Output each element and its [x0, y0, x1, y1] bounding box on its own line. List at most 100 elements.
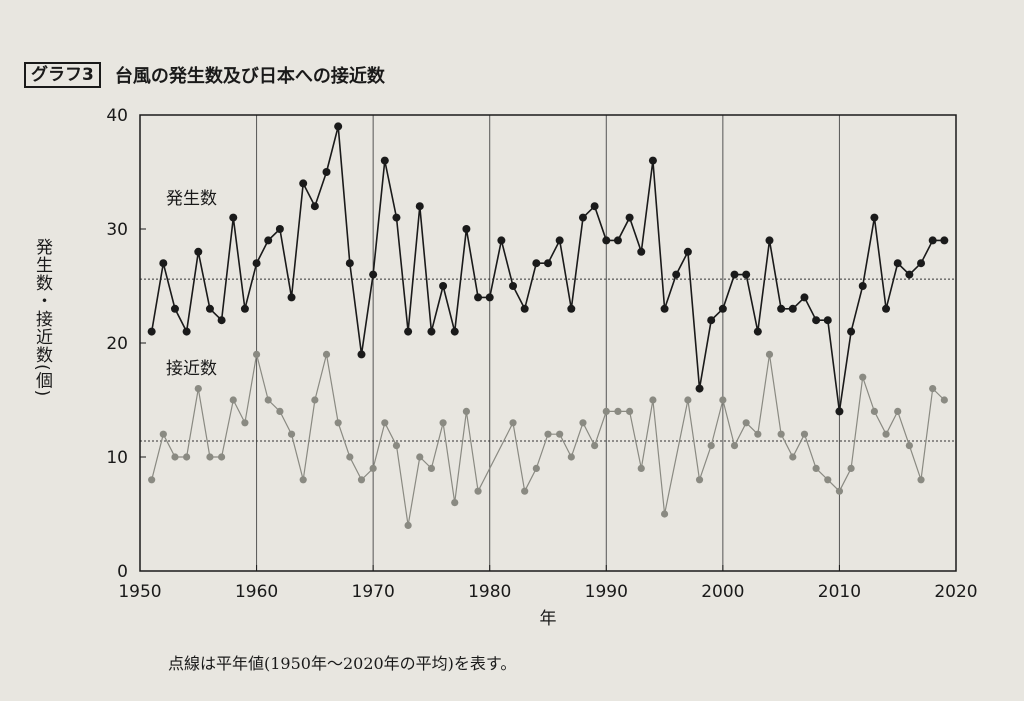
data-point-0-1997 [683, 247, 692, 256]
data-point-0-1952 [159, 259, 168, 268]
data-point-0-2017 [917, 259, 926, 268]
series-line-0 [150, 126, 945, 412]
data-point-1-1995 [660, 510, 669, 518]
x-tick-label-2010: 2010 [818, 582, 861, 602]
data-point-1-1956 [206, 453, 214, 461]
data-point-1-2018 [929, 385, 937, 393]
data-point-0-1994 [648, 156, 657, 165]
x-tick-label-1960: 1960 [235, 582, 278, 602]
data-point-1-1998 [695, 476, 704, 484]
data-point-0-1993 [637, 247, 646, 256]
data-point-1-1985 [544, 430, 552, 438]
data-point-0-1990 [602, 236, 611, 245]
series-line-1 [151, 354, 945, 526]
data-point-1-1953 [171, 453, 179, 461]
data-point-1-1973 [404, 521, 412, 530]
data-point-0-1984 [532, 259, 541, 268]
data-point-0-1976 [439, 282, 448, 290]
data-point-1-2009 [824, 476, 832, 484]
data-point-1-1951 [148, 476, 156, 484]
data-point-0-1967 [334, 122, 343, 131]
data-point-0-1975 [427, 327, 436, 336]
y-axis-label: 発生数・接近数(個) [32, 238, 52, 398]
data-point-1-1986 [556, 430, 564, 438]
data-point-1-1987 [567, 453, 575, 461]
data-point-0-2009 [823, 316, 832, 325]
data-point-1-1974 [416, 453, 424, 461]
data-point-1-1970 [369, 464, 377, 472]
series-label-approach: 接近数 [166, 359, 217, 379]
data-point-0-2007 [800, 293, 809, 302]
data-point-1-2004 [765, 350, 774, 358]
data-point-0-2008 [812, 316, 821, 325]
data-point-0-1956 [205, 304, 214, 313]
data-point-0-1983 [520, 304, 529, 313]
series-label-occurrence: 発生数 [166, 189, 217, 209]
footnote: 点線は平年値(1950年〜2020年の平均)を表す。 [168, 654, 517, 673]
data-point-1-1955 [194, 385, 202, 393]
data-point-0-1963 [287, 293, 296, 302]
data-point-1-1999 [707, 442, 715, 450]
data-point-1-2013 [870, 407, 879, 415]
series-group [147, 122, 949, 530]
grid-lines [256, 115, 840, 571]
data-point-1-1954 [183, 453, 191, 461]
data-point-1-1969 [357, 476, 366, 484]
data-point-1-1968 [346, 453, 354, 461]
data-point-1-1978 [462, 407, 470, 415]
data-point-0-1992 [625, 213, 634, 222]
data-point-0-1973 [404, 327, 413, 336]
y-tick-label-20: 20 [106, 334, 128, 354]
data-point-1-1975 [427, 464, 436, 472]
data-point-0-1979 [474, 293, 483, 302]
data-point-1-1976 [439, 419, 447, 427]
data-point-1-1967 [334, 419, 342, 427]
data-point-1-1971 [381, 419, 389, 427]
data-point-1-1957 [218, 453, 226, 461]
x-tick-label-1970: 1970 [352, 582, 395, 602]
data-point-0-1960 [252, 259, 261, 268]
data-point-0-2019 [940, 236, 949, 245]
data-point-1-2003 [754, 430, 762, 438]
data-point-0-1962 [275, 225, 284, 233]
data-point-1-1994 [649, 396, 657, 404]
data-point-0-1957 [217, 316, 226, 325]
data-point-0-1977 [450, 327, 459, 336]
data-point-0-1985 [544, 259, 552, 268]
data-point-1-1993 [637, 464, 645, 472]
data-point-0-1995 [660, 304, 669, 313]
data-point-1-1991 [614, 407, 622, 415]
data-point-1-2019 [940, 396, 948, 404]
data-point-0-2003 [753, 327, 762, 336]
data-point-0-1981 [497, 236, 506, 245]
data-point-0-1955 [194, 247, 203, 256]
data-point-1-1961 [264, 396, 272, 404]
x-tick-label-2020: 2020 [934, 582, 977, 602]
data-point-0-1974 [415, 202, 424, 211]
x-tick-label-1950: 1950 [118, 582, 161, 602]
x-tick-label-2000: 2000 [701, 582, 744, 602]
data-point-0-1972 [392, 213, 401, 222]
x-tick-label-1990: 1990 [585, 582, 628, 602]
data-point-0-2012 [858, 282, 867, 290]
data-point-1-2002 [742, 419, 750, 427]
data-point-0-1982 [509, 282, 518, 290]
data-point-1-1965 [311, 396, 319, 404]
data-point-1-1958 [229, 396, 237, 404]
y-tick-label-0: 0 [117, 562, 128, 582]
data-point-1-1966 [322, 350, 331, 358]
data-point-1-2014 [882, 430, 890, 438]
data-point-0-2018 [928, 236, 937, 245]
data-point-0-2014 [882, 304, 891, 313]
data-point-1-1959 [241, 419, 249, 427]
data-point-0-2016 [905, 270, 914, 279]
average-lines [140, 278, 956, 442]
data-point-0-2011 [847, 327, 856, 336]
data-point-0-2010 [835, 407, 844, 416]
data-point-0-1980 [485, 293, 494, 302]
data-point-0-1964 [299, 179, 308, 188]
y-tick-label-30: 30 [106, 220, 128, 240]
data-point-1-1952 [159, 430, 167, 438]
data-point-0-1970 [369, 270, 378, 279]
